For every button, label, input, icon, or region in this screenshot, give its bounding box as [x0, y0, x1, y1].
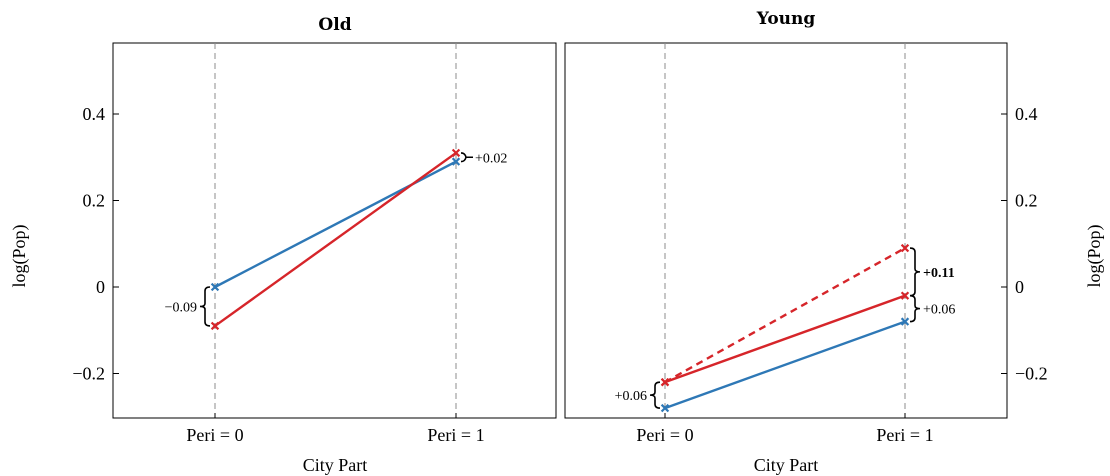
difference-label: +0.06 [615, 389, 647, 404]
y-tick-label: −0.2 [1015, 364, 1048, 384]
data-point-marker [900, 243, 910, 253]
y-tick-label: −0.2 [72, 364, 105, 384]
difference-brace [649, 381, 661, 409]
difference-label: +0.06 [923, 303, 955, 318]
panel-title: Young [756, 9, 816, 29]
data-point-marker [900, 317, 910, 326]
x-axis-label: City Part [303, 455, 368, 475]
data-point-marker [900, 291, 910, 300]
panel-title: Old [318, 15, 351, 35]
series-line [664, 294, 906, 384]
data-point-marker [660, 403, 670, 413]
series-line [214, 151, 457, 327]
data-point-marker [660, 377, 670, 387]
series-line [664, 320, 906, 410]
series-line [664, 247, 906, 384]
plot-frame [112, 42, 557, 419]
x-tick-label: Peri = 1 [427, 425, 484, 445]
x-tick-label: Peri = 0 [636, 425, 693, 445]
data-point-marker [451, 148, 461, 158]
y-tick-label: 0.2 [1015, 191, 1038, 211]
difference-brace [199, 286, 211, 327]
difference-brace [460, 152, 473, 163]
y-tick-label: 0 [1015, 277, 1024, 297]
difference-label: +0.11 [923, 266, 955, 281]
y-tick-label: 0.2 [83, 191, 106, 211]
panel-old: Old City Part log(Pop) Peri = 0 Peri = 1 −… [9, 15, 557, 475]
difference-label: −0.09 [165, 300, 197, 315]
y-tick-label: 0.4 [1015, 104, 1038, 124]
y-axis-label: log(Pop) [9, 224, 30, 287]
data-point-marker [451, 157, 461, 166]
y-tick-label: 0 [96, 277, 105, 297]
y-tick-label: 0.4 [83, 104, 106, 124]
series-line [214, 160, 457, 289]
data-point-marker [210, 321, 220, 331]
difference-brace [909, 247, 921, 297]
panel-young: Young City Part log(Pop) Peri = 0 Peri = … [564, 9, 1105, 475]
x-axis-label: City Part [754, 455, 819, 475]
plot-frame [564, 42, 1008, 419]
x-tick-label: Peri = 0 [186, 425, 243, 445]
y-axis-label: log(Pop) [1084, 224, 1105, 287]
x-tick-label: Peri = 1 [876, 425, 933, 445]
difference-label: +0.02 [475, 151, 507, 166]
difference-brace [909, 294, 921, 323]
data-point-marker [210, 282, 220, 292]
